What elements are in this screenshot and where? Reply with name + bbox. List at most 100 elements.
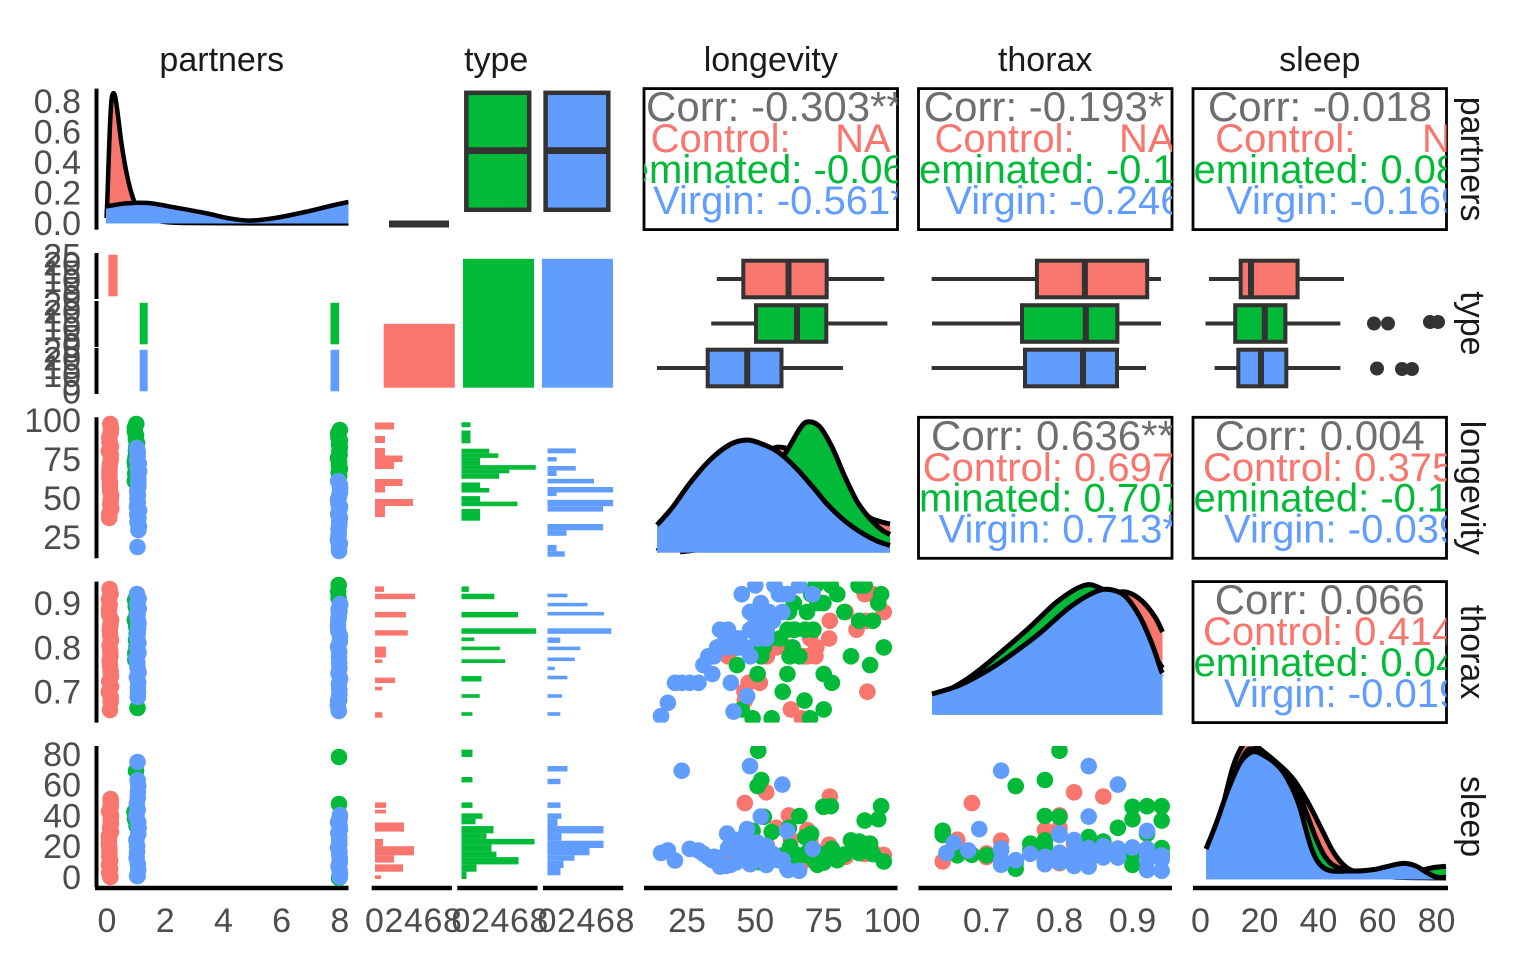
svg-text:0.8: 0.8 bbox=[34, 629, 81, 667]
svg-text:Virgin: -0.561***: Virgin: -0.561*** bbox=[653, 179, 937, 223]
svg-text:2: 2 bbox=[385, 902, 404, 940]
svg-text:6: 6 bbox=[272, 902, 291, 940]
svg-text:longevity: longevity bbox=[1453, 421, 1491, 555]
svg-text:Inseminated: 0.089*: Inseminated: 0.089* bbox=[1140, 148, 1496, 192]
svg-text:Virgin: -0.039*: Virgin: -0.039* bbox=[1224, 508, 1477, 552]
svg-text:Control: NA: Control: NA bbox=[1215, 117, 1478, 161]
svg-text:20: 20 bbox=[43, 341, 81, 379]
svg-text:50: 50 bbox=[43, 480, 81, 518]
svg-text:type: type bbox=[464, 41, 528, 79]
svg-text:4: 4 bbox=[404, 902, 423, 940]
svg-text:Control: 0.697***: Control: 0.697*** bbox=[923, 446, 1221, 490]
svg-text:Corr: 0.636***: Corr: 0.636*** bbox=[931, 412, 1190, 459]
svg-text:8: 8 bbox=[530, 902, 549, 940]
svg-text:40: 40 bbox=[1300, 902, 1338, 940]
svg-text:100: 100 bbox=[24, 402, 81, 440]
svg-text:2: 2 bbox=[557, 902, 576, 940]
svg-text:0: 0 bbox=[62, 374, 81, 412]
svg-text:Virgin: -0.169***: Virgin: -0.169*** bbox=[1226, 179, 1510, 223]
svg-text:15: 15 bbox=[43, 302, 81, 340]
svg-text:8: 8 bbox=[443, 902, 462, 940]
svg-text:0.2: 0.2 bbox=[34, 175, 81, 213]
svg-text:0: 0 bbox=[62, 327, 81, 365]
svg-text:Corr: -0.193*: Corr: -0.193* bbox=[924, 83, 1164, 130]
svg-text:10: 10 bbox=[43, 357, 81, 395]
svg-text:thorax: thorax bbox=[998, 41, 1093, 79]
svg-text:Inseminated: -0.102*: Inseminated: -0.102* bbox=[866, 148, 1235, 192]
svg-text:60: 60 bbox=[43, 767, 81, 805]
svg-text:40: 40 bbox=[43, 797, 81, 835]
svg-text:Inseminated: -0.066***: Inseminated: -0.066*** bbox=[573, 148, 973, 192]
svg-text:20: 20 bbox=[43, 294, 81, 332]
svg-text:15: 15 bbox=[43, 254, 81, 292]
svg-text:Inseminated: -0.181*: Inseminated: -0.181* bbox=[1140, 477, 1509, 521]
svg-text:80: 80 bbox=[43, 736, 81, 774]
svg-text:5: 5 bbox=[62, 318, 81, 356]
svg-text:Corr: 0.004: Corr: 0.004 bbox=[1215, 412, 1425, 459]
svg-text:50: 50 bbox=[736, 902, 774, 940]
svg-text:80: 80 bbox=[1418, 902, 1456, 940]
svg-text:partners: partners bbox=[1453, 97, 1491, 222]
svg-text:25: 25 bbox=[43, 332, 81, 370]
svg-text:6: 6 bbox=[424, 902, 443, 940]
svg-text:2: 2 bbox=[156, 902, 175, 940]
svg-text:20: 20 bbox=[43, 246, 81, 284]
svg-text:0: 0 bbox=[62, 859, 81, 897]
svg-text:0.8: 0.8 bbox=[34, 83, 81, 121]
svg-text:25: 25 bbox=[43, 519, 81, 557]
svg-text:Corr: 0.066: Corr: 0.066 bbox=[1215, 576, 1425, 623]
svg-text:Control: NA: Control: NA bbox=[935, 117, 1175, 161]
svg-text:Inseminated: 0.047*: Inseminated: 0.047* bbox=[1140, 641, 1496, 685]
svg-text:Control: NA: Control: NA bbox=[651, 117, 891, 161]
svg-text:0.7: 0.7 bbox=[963, 902, 1010, 940]
svg-text:10: 10 bbox=[43, 310, 81, 348]
svg-text:8: 8 bbox=[616, 902, 635, 940]
svg-text:0: 0 bbox=[365, 902, 384, 940]
svg-text:15: 15 bbox=[43, 349, 81, 387]
svg-text:75: 75 bbox=[805, 902, 843, 940]
svg-text:0: 0 bbox=[98, 902, 117, 940]
svg-text:4: 4 bbox=[577, 902, 596, 940]
svg-text:Virgin: -0.019*: Virgin: -0.019* bbox=[1224, 672, 1477, 716]
svg-text:0: 0 bbox=[62, 279, 81, 317]
svg-text:20: 20 bbox=[43, 828, 81, 866]
svg-text:0.9: 0.9 bbox=[34, 585, 81, 623]
svg-text:20: 20 bbox=[1241, 902, 1279, 940]
svg-text:thorax: thorax bbox=[1453, 605, 1491, 700]
svg-text:25: 25 bbox=[43, 237, 81, 275]
svg-text:longevity: longevity bbox=[704, 41, 838, 79]
svg-text:2: 2 bbox=[471, 902, 490, 940]
svg-text:0.6: 0.6 bbox=[34, 114, 81, 152]
svg-text:4: 4 bbox=[491, 902, 510, 940]
svg-text:Virgin: -0.246***: Virgin: -0.246*** bbox=[945, 179, 1229, 223]
svg-text:sleep: sleep bbox=[1279, 41, 1360, 79]
svg-text:type: type bbox=[1453, 291, 1491, 355]
svg-text:25: 25 bbox=[43, 285, 81, 323]
svg-text:0.8: 0.8 bbox=[1036, 902, 1083, 940]
svg-text:8: 8 bbox=[330, 902, 349, 940]
svg-text:Control: 0.375**: Control: 0.375** bbox=[1203, 446, 1485, 490]
svg-text:0.9: 0.9 bbox=[1109, 902, 1156, 940]
svg-text:100: 100 bbox=[864, 902, 921, 940]
svg-text:60: 60 bbox=[1359, 902, 1397, 940]
svg-text:75: 75 bbox=[43, 441, 81, 479]
svg-text:5: 5 bbox=[62, 365, 81, 403]
svg-text:sleep: sleep bbox=[1453, 776, 1491, 857]
svg-text:0.0: 0.0 bbox=[34, 205, 81, 243]
svg-text:5: 5 bbox=[62, 270, 81, 308]
svg-text:0.4: 0.4 bbox=[34, 144, 81, 182]
svg-text:25: 25 bbox=[668, 902, 706, 940]
svg-text:0: 0 bbox=[538, 902, 557, 940]
svg-text:0: 0 bbox=[1191, 902, 1210, 940]
svg-text:6: 6 bbox=[596, 902, 615, 940]
svg-text:4: 4 bbox=[214, 902, 233, 940]
svg-text:Control: 0.414**: Control: 0.414** bbox=[1203, 610, 1485, 654]
svg-text:10: 10 bbox=[43, 262, 81, 300]
svg-text:Inseminated: 0.707***: Inseminated: 0.707*** bbox=[843, 477, 1230, 521]
svg-text:Corr: -0.018: Corr: -0.018 bbox=[1208, 83, 1432, 130]
svg-text:6: 6 bbox=[510, 902, 529, 940]
svg-text:0: 0 bbox=[452, 902, 471, 940]
svg-text:Corr: -0.303***: Corr: -0.303*** bbox=[646, 83, 919, 130]
svg-text:partners: partners bbox=[159, 41, 284, 79]
svg-text:0.7: 0.7 bbox=[34, 674, 81, 712]
